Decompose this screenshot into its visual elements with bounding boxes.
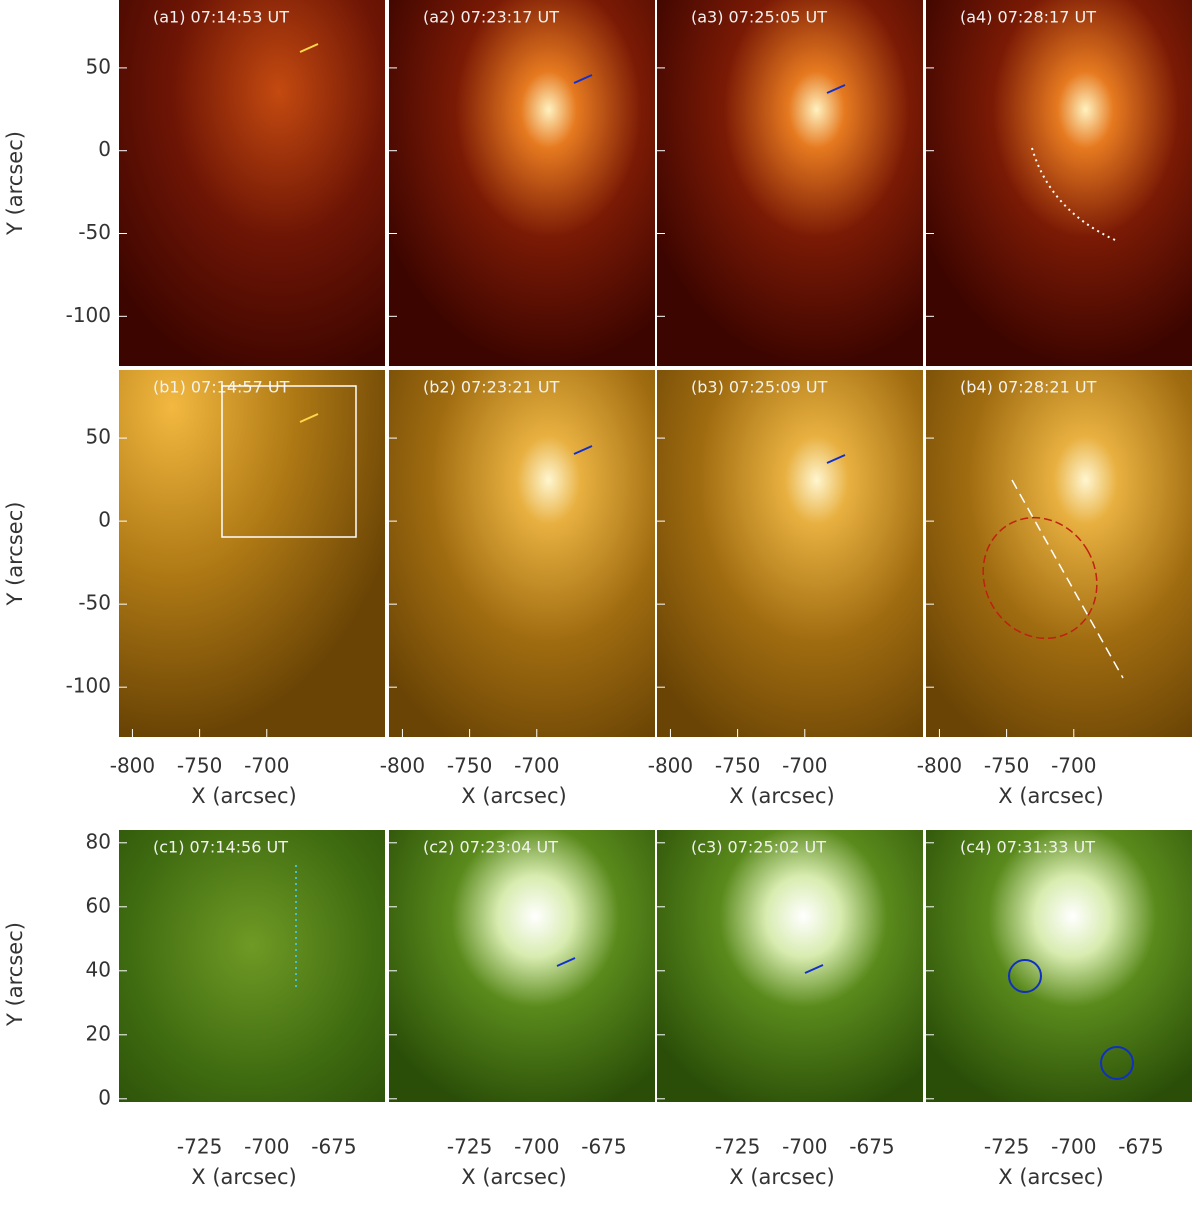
y-tick-label: 80: [86, 829, 111, 853]
x-axis-label: X (arcsec): [191, 784, 296, 808]
y-tick-label: 60: [86, 893, 111, 917]
image-panel: [119, 370, 385, 737]
y-tick-label: 40: [86, 957, 111, 981]
image-panel: [389, 370, 655, 737]
x-tick-label: -800: [110, 754, 155, 778]
x-tick-label: -675: [311, 1135, 356, 1159]
y-tick-label: 0: [98, 508, 111, 532]
y-tick-label: 50: [86, 54, 111, 78]
arrow: [299, 43, 319, 53]
panel-title: (a4) 07:28:17 UT: [960, 8, 1096, 27]
x-tick-label: -725: [447, 1135, 492, 1159]
image-panel: [926, 0, 1192, 366]
x-axis-label: X (arcsec): [461, 1165, 566, 1189]
image-panel: [119, 0, 385, 366]
y-axis-label: Y (arcsec): [3, 922, 27, 1027]
x-tick-label: -700: [244, 1135, 289, 1159]
image-panel: [389, 830, 655, 1118]
y-tick-label: 0: [98, 137, 111, 161]
x-tick-label: -725: [177, 1135, 222, 1159]
arrow: [299, 413, 319, 423]
panel-title: (a2) 07:23:17 UT: [423, 8, 559, 27]
dashed-ellipse: [982, 516, 1098, 640]
arrow: [573, 445, 593, 455]
image-mask: [389, 1102, 655, 1118]
panel-title: (c4) 07:31:33 UT: [960, 838, 1095, 857]
x-axis-label: X (arcsec): [191, 1165, 296, 1189]
x-tick-label: -750: [715, 754, 760, 778]
x-tick-label: -800: [917, 754, 962, 778]
dashed-line: [1011, 479, 1124, 679]
image-panel: [389, 0, 655, 366]
y-axis-label: Y (arcsec): [3, 502, 27, 607]
x-axis-label: X (arcsec): [998, 784, 1103, 808]
x-tick-label: -700: [782, 754, 827, 778]
panel-title: (c1) 07:14:56 UT: [153, 838, 288, 857]
box: [221, 385, 357, 538]
x-tick-label: -800: [380, 754, 425, 778]
x-tick-label: -725: [984, 1135, 1029, 1159]
arrow: [573, 74, 593, 84]
y-tick-label: -100: [66, 303, 111, 327]
panel-title: (b2) 07:23:21 UT: [423, 378, 560, 397]
y-tick-label: 50: [86, 425, 111, 449]
image-panel: [657, 370, 923, 737]
x-tick-label: -675: [849, 1135, 894, 1159]
image-panel: [926, 370, 1192, 737]
x-tick-label: -750: [984, 754, 1029, 778]
circle: [1100, 1046, 1134, 1080]
y-tick-label: 20: [86, 1021, 111, 1045]
image-panel: [657, 0, 923, 366]
x-tick-label: -700: [514, 754, 559, 778]
panel-title: (c3) 07:25:02 UT: [691, 838, 826, 857]
image-mask: [926, 1102, 1192, 1118]
panel-title: (a1) 07:14:53 UT: [153, 8, 289, 27]
panel-title: (b4) 07:28:21 UT: [960, 378, 1097, 397]
y-tick-label: 0: [98, 1085, 111, 1109]
image-panel: [657, 830, 923, 1118]
arrow: [556, 957, 576, 967]
x-axis-label: X (arcsec): [729, 784, 834, 808]
y-tick-label: -100: [66, 674, 111, 698]
x-tick-label: -700: [1051, 754, 1096, 778]
x-tick-label: -700: [244, 754, 289, 778]
panel-title: (c2) 07:23:04 UT: [423, 838, 558, 857]
arrow: [826, 84, 846, 94]
x-tick-label: -750: [177, 754, 222, 778]
y-axis-label: Y (arcsec): [3, 131, 27, 236]
image-panel: [926, 830, 1192, 1118]
arrow: [826, 454, 846, 464]
x-tick-label: -700: [514, 1135, 559, 1159]
panel-title: (a3) 07:25:05 UT: [691, 8, 827, 27]
x-tick-label: -750: [447, 754, 492, 778]
circle: [1008, 959, 1042, 993]
image-mask: [119, 1102, 385, 1118]
x-tick-label: -725: [715, 1135, 760, 1159]
x-tick-label: -675: [1118, 1135, 1163, 1159]
x-tick-label: -675: [581, 1135, 626, 1159]
x-tick-label: -700: [1051, 1135, 1096, 1159]
y-tick-label: -50: [78, 220, 111, 244]
panel-title: (b3) 07:25:09 UT: [691, 378, 828, 397]
x-axis-label: X (arcsec): [461, 784, 566, 808]
x-tick-label: -700: [782, 1135, 827, 1159]
x-tick-label: -800: [648, 754, 693, 778]
x-axis-label: X (arcsec): [729, 1165, 834, 1189]
arrow: [804, 964, 824, 974]
y-tick-label: -50: [78, 591, 111, 615]
x-axis-label: X (arcsec): [998, 1165, 1103, 1189]
image-mask: [657, 1102, 923, 1118]
image-panel: [119, 830, 385, 1118]
